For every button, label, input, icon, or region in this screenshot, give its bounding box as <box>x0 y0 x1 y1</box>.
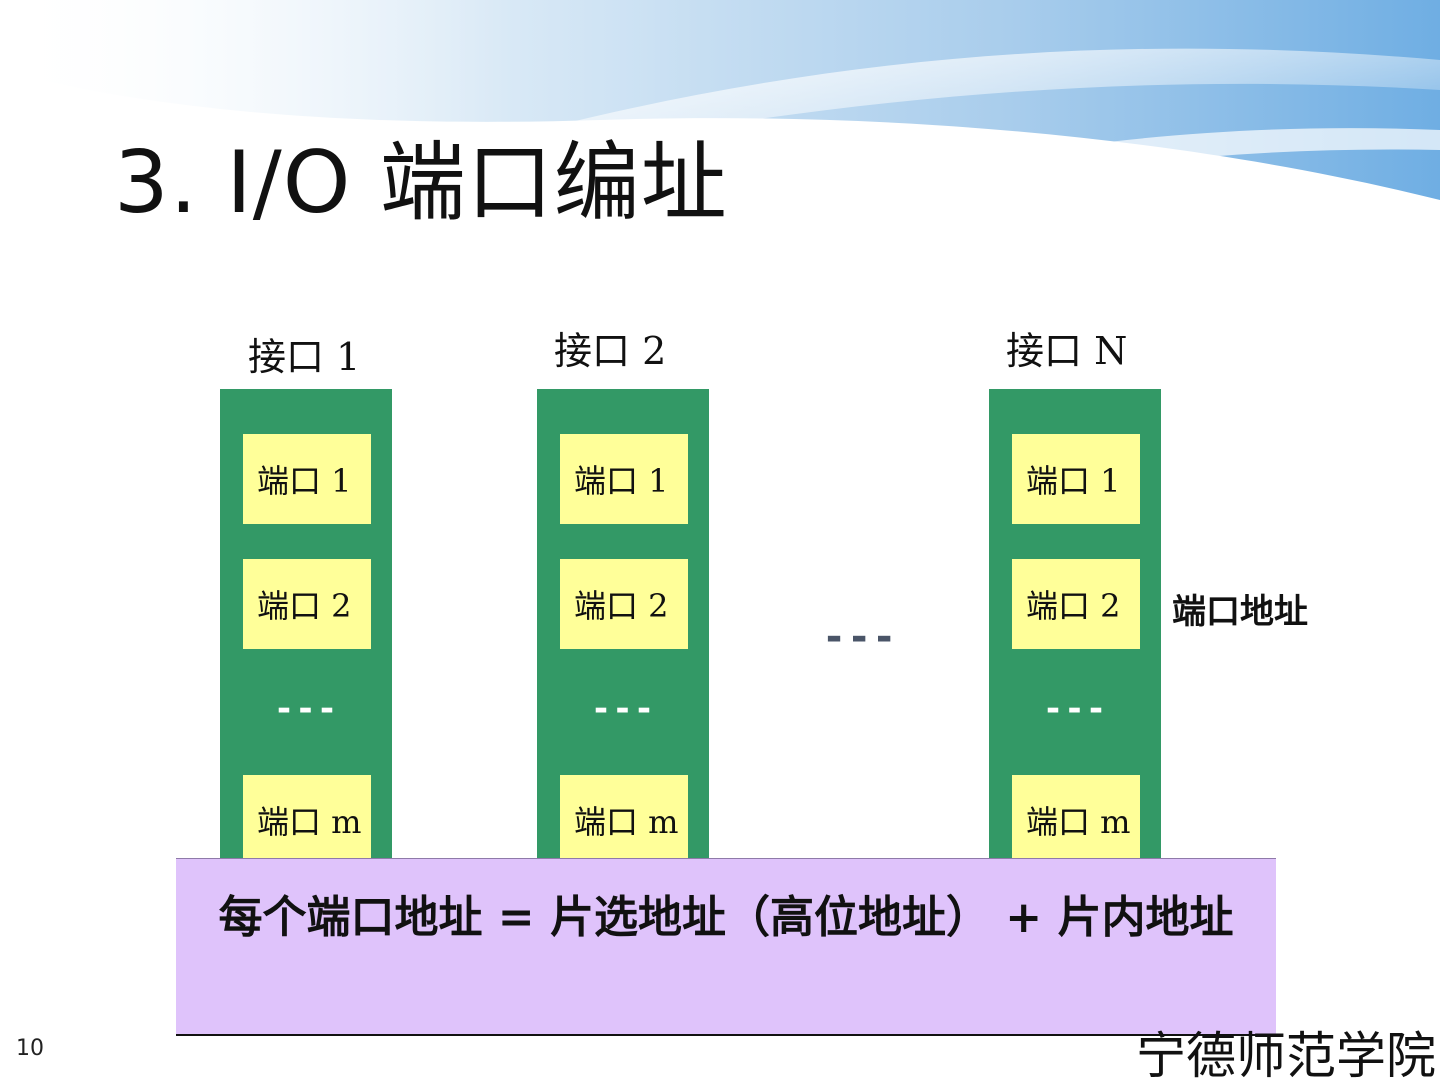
interface-1-port-1: 端口 1 <box>243 434 371 524</box>
interface-1-label: 接口 1 <box>248 335 361 379</box>
interface-2-label: 接口 2 <box>554 329 667 373</box>
interface-2-port-2: 端口 2 <box>560 559 688 649</box>
interface-1-port-2: 端口 2 <box>243 559 371 649</box>
interface-n-label: 接口 N <box>1006 329 1128 373</box>
page-number: 10 <box>16 1036 44 1061</box>
interface-n-ellipsis: --- <box>1042 689 1108 729</box>
interface-n-column: 端口 1 端口 2 --- 端口 m <box>989 389 1161 875</box>
between-interfaces-ellipsis: --- <box>822 614 898 660</box>
formula-underline <box>176 1034 1276 1036</box>
formula-box: 每个端口地址 = 片选地址（高位地址） + 片内地址 <box>176 858 1276 1034</box>
interface-2-ellipsis: --- <box>590 689 656 729</box>
interface-n-port-1: 端口 1 <box>1012 434 1140 524</box>
footer-brand: 宁德师范学院 <box>1136 1027 1436 1085</box>
interface-1-ellipsis: --- <box>273 689 339 729</box>
port-address-label: 端口地址 <box>1172 592 1308 632</box>
interface-2-column: 端口 1 端口 2 --- 端口 m <box>537 389 709 875</box>
interface-n-port-2: 端口 2 <box>1012 559 1140 649</box>
interface-2-port-1: 端口 1 <box>560 434 688 524</box>
interface-1-column: 端口 1 端口 2 --- 端口 m <box>220 389 392 875</box>
formula-text: 每个端口地址 = 片选地址（高位地址） + 片内地址 <box>218 892 1234 943</box>
slide-title: 3. I/O 端口编址 <box>114 133 728 233</box>
background-swoosh <box>0 0 1440 240</box>
